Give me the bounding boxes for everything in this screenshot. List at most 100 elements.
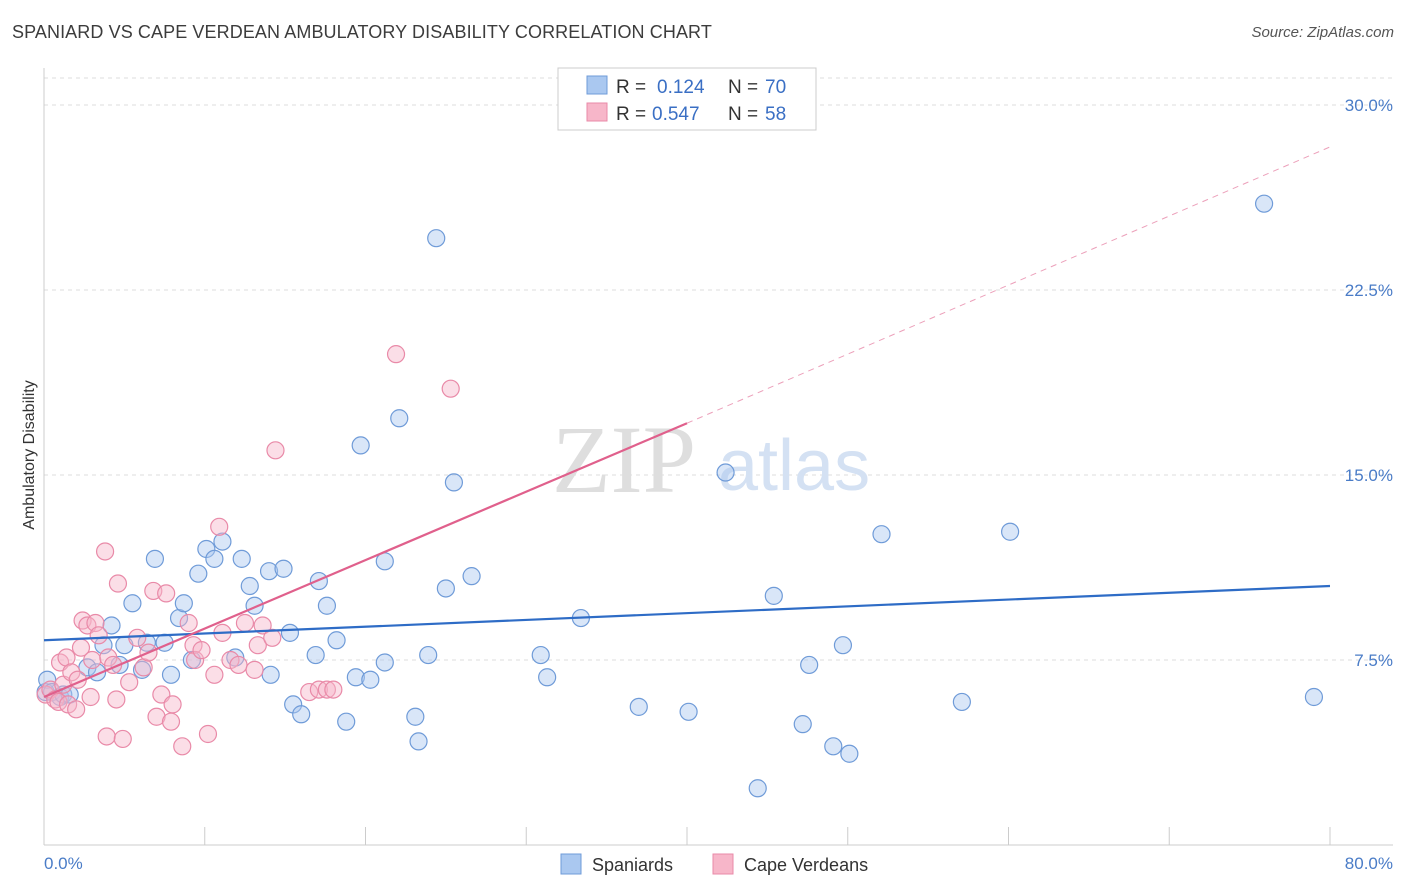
spaniard-point (390, 409, 409, 428)
cape-verdean-point (157, 584, 176, 603)
spaniard-point (1254, 194, 1274, 213)
spaniard-point (538, 668, 557, 687)
spaniard-point (748, 779, 767, 798)
spaniard-point (764, 586, 783, 605)
legend: R = 0.124 N = 70 R = 0.547 N = 58 (557, 67, 817, 131)
spaniard-point (327, 631, 346, 650)
cape-verdean-point (147, 707, 166, 726)
cape-verdean-point (205, 665, 224, 684)
bottom-legend-swatch-cape-verdeans (712, 853, 734, 875)
spaniard-point (145, 549, 165, 568)
x-tick-labels: 0.0% 80.0% (44, 854, 1393, 873)
spaniard-point (240, 576, 259, 596)
legend-r-value-1: 0.124 (657, 77, 705, 98)
cape-verdeans-trend-extension (686, 146, 1331, 424)
spaniard-point (346, 668, 365, 687)
spaniard-point (280, 623, 300, 642)
cape-verdean-point (107, 690, 126, 709)
spaniard-point (800, 655, 819, 675)
cape-verdean-point (248, 636, 267, 655)
cape-verdean-point (95, 542, 115, 561)
spaniards-trend-line (43, 584, 1331, 642)
y-tick-label: 15.0% (1345, 466, 1393, 485)
spaniard-point (952, 692, 971, 712)
y-tick-labels: 7.5% 15.0% 22.5% 30.0% (1345, 96, 1393, 670)
spaniard-point (419, 645, 438, 665)
cape-verdean-point (67, 700, 86, 719)
legend-swatch-cape-verdeans (586, 102, 608, 122)
cape-verdean-point (198, 724, 218, 744)
spaniard-point (317, 596, 337, 615)
cape-verdean-point (163, 695, 182, 714)
spaniard-point (824, 737, 843, 756)
spaniard-point (406, 707, 425, 726)
cape-verdean-point (83, 650, 102, 670)
spaniard-point (213, 532, 232, 551)
cape-verdean-point (186, 650, 205, 670)
spaniard-point (205, 549, 224, 568)
spaniard-point (444, 473, 464, 492)
cape-verdean-point (266, 441, 285, 460)
spaniard-point (123, 594, 142, 613)
spaniard-point (629, 697, 648, 716)
spaniard-point (161, 665, 181, 684)
cape-verdean-point (62, 663, 81, 682)
cape-verdean-point (192, 641, 211, 660)
legend-n-value-1: 70 (765, 77, 786, 98)
spaniard-point (531, 645, 550, 665)
cape-verdean-point (317, 680, 337, 699)
axis-layer (43, 68, 1393, 846)
legend-r-label-1: R = (616, 77, 646, 98)
spaniard-point (436, 579, 455, 598)
y-tick-label: 22.5% (1345, 281, 1393, 300)
x-tick-label-min: 0.0% (44, 854, 83, 873)
cape-verdean-point (441, 379, 460, 398)
trend-lines (43, 146, 1331, 699)
cape-verdean-point (386, 345, 406, 364)
cape-verdean-point (324, 680, 343, 699)
spaniard-point (232, 549, 251, 568)
series-cape-verdeans-points (36, 345, 460, 756)
x-tick-label-max: 80.0% (1345, 854, 1393, 873)
cape-verdean-point (161, 712, 181, 731)
cape-verdeans-trend-line (43, 422, 688, 699)
spaniard-point (679, 702, 698, 721)
legend-r-label-2: R = (616, 104, 646, 125)
spaniard-point (833, 636, 853, 655)
spaniard-point (1001, 522, 1020, 541)
watermark: ZIP atlas (552, 406, 870, 513)
cape-verdean-point (210, 517, 229, 536)
legend-n-value-2: 58 (765, 104, 786, 125)
bottom-legend-swatch-spaniards (560, 853, 582, 875)
legend-r-value-2: 0.547 (652, 104, 700, 125)
watermark-atlas: atlas (718, 426, 870, 506)
cape-verdean-point (89, 626, 108, 645)
spaniard-point (337, 712, 356, 731)
cape-verdean-point (263, 628, 282, 647)
spaniard-point (292, 705, 311, 724)
legend-n-label-1: N = (728, 77, 758, 98)
cape-verdean-point (253, 616, 272, 635)
spaniard-point (462, 567, 481, 586)
cape-verdean-point (108, 574, 128, 593)
y-tick-label: 7.5% (1354, 651, 1393, 670)
legend-swatch-spaniards (586, 75, 608, 95)
spaniard-point (1304, 687, 1324, 707)
bottom-legend: Spaniards Cape Verdeans (560, 853, 868, 875)
spaniard-point (274, 559, 293, 578)
spaniard-point (259, 562, 279, 581)
cape-verdean-point (245, 660, 264, 679)
bottom-legend-cape-verdeans: Cape Verdeans (744, 855, 868, 875)
spaniard-point (427, 229, 446, 248)
y-axis-label: Ambulatory Disability (21, 380, 38, 529)
spaniard-point (174, 594, 193, 613)
spaniard-point (189, 564, 208, 583)
cape-verdean-point (229, 655, 248, 675)
chart-title: SPANIARD VS CAPE VERDEAN AMBULATORY DISA… (12, 22, 712, 42)
source-label: Source: ZipAtlas.com (1251, 24, 1394, 41)
cape-verdean-point (128, 628, 147, 647)
watermark-zip: ZIP (552, 406, 696, 513)
cape-verdean-point (97, 727, 116, 746)
spaniard-point (716, 463, 735, 482)
